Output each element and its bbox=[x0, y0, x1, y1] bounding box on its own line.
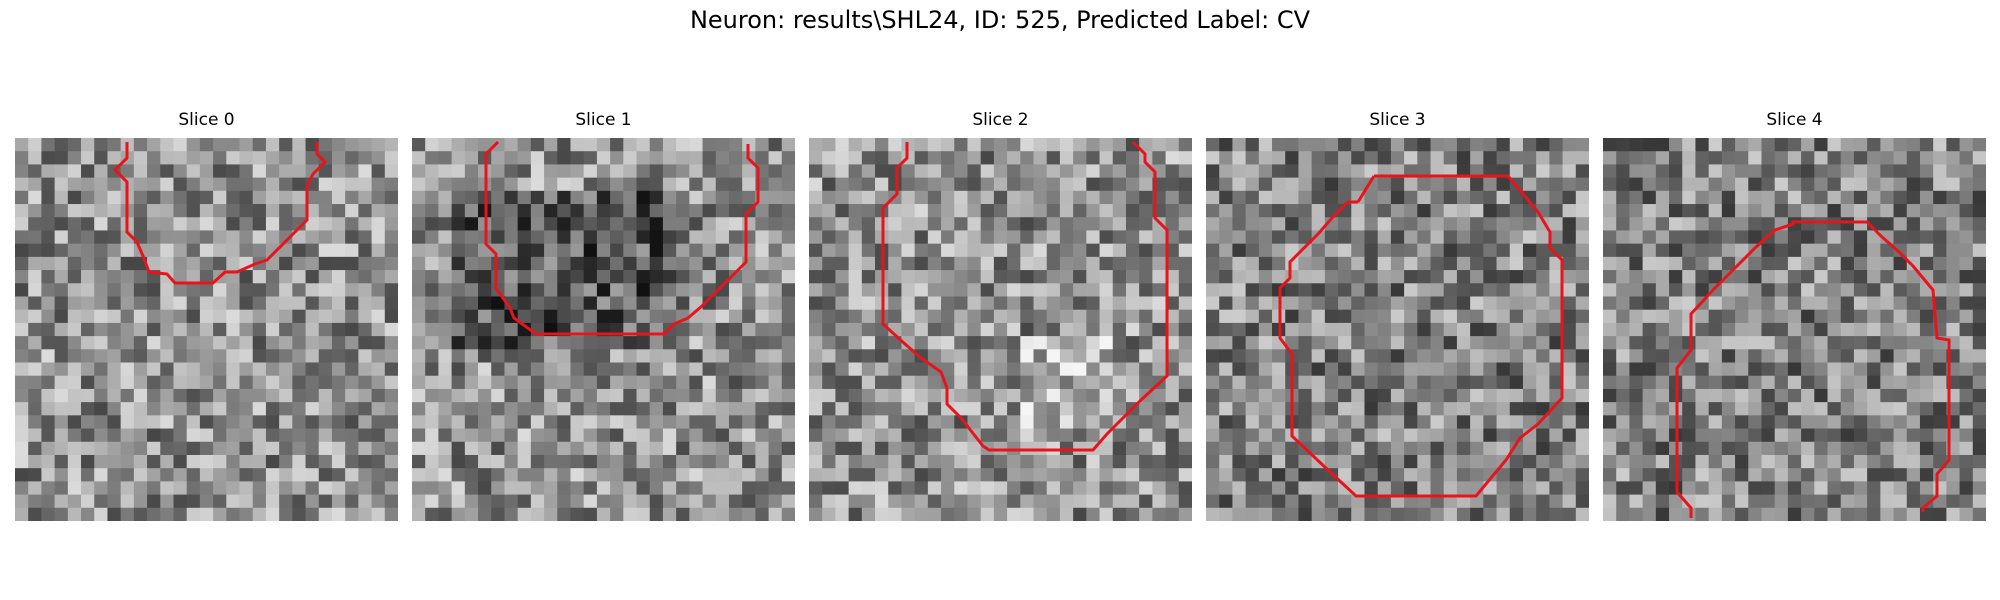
roi-contour bbox=[112, 142, 328, 285]
roi-contour bbox=[1675, 220, 1951, 518]
slice-panel-1: Slice 1 bbox=[412, 108, 795, 521]
roi-contour bbox=[484, 140, 760, 336]
slice-image-0 bbox=[15, 138, 398, 521]
slice-panel-3: Slice 3 bbox=[1206, 108, 1589, 521]
slice-panel-2: Slice 2 bbox=[809, 108, 1192, 521]
roi-contour-top bbox=[1356, 175, 1376, 203]
roi-contour bbox=[1278, 174, 1564, 498]
slice-title: Slice 0 bbox=[178, 110, 235, 130]
slice-title: Slice 4 bbox=[1766, 110, 1823, 130]
slice-panel-0: Slice 0 bbox=[15, 108, 398, 521]
slice-image-2 bbox=[809, 138, 1192, 521]
roi-contour bbox=[881, 140, 1169, 452]
slice-image-3 bbox=[1206, 138, 1589, 521]
slice-panel-4: Slice 4 bbox=[1603, 108, 1986, 521]
figure-title: Neuron: results\SHL24, ID: 525, Predicte… bbox=[689, 6, 1311, 34]
slice-title: Slice 3 bbox=[1369, 110, 1426, 130]
slice-image-1 bbox=[412, 138, 795, 521]
slice-title: Slice 2 bbox=[972, 110, 1029, 130]
slice-title: Slice 1 bbox=[575, 110, 632, 130]
slice-image-4 bbox=[1603, 138, 1986, 521]
